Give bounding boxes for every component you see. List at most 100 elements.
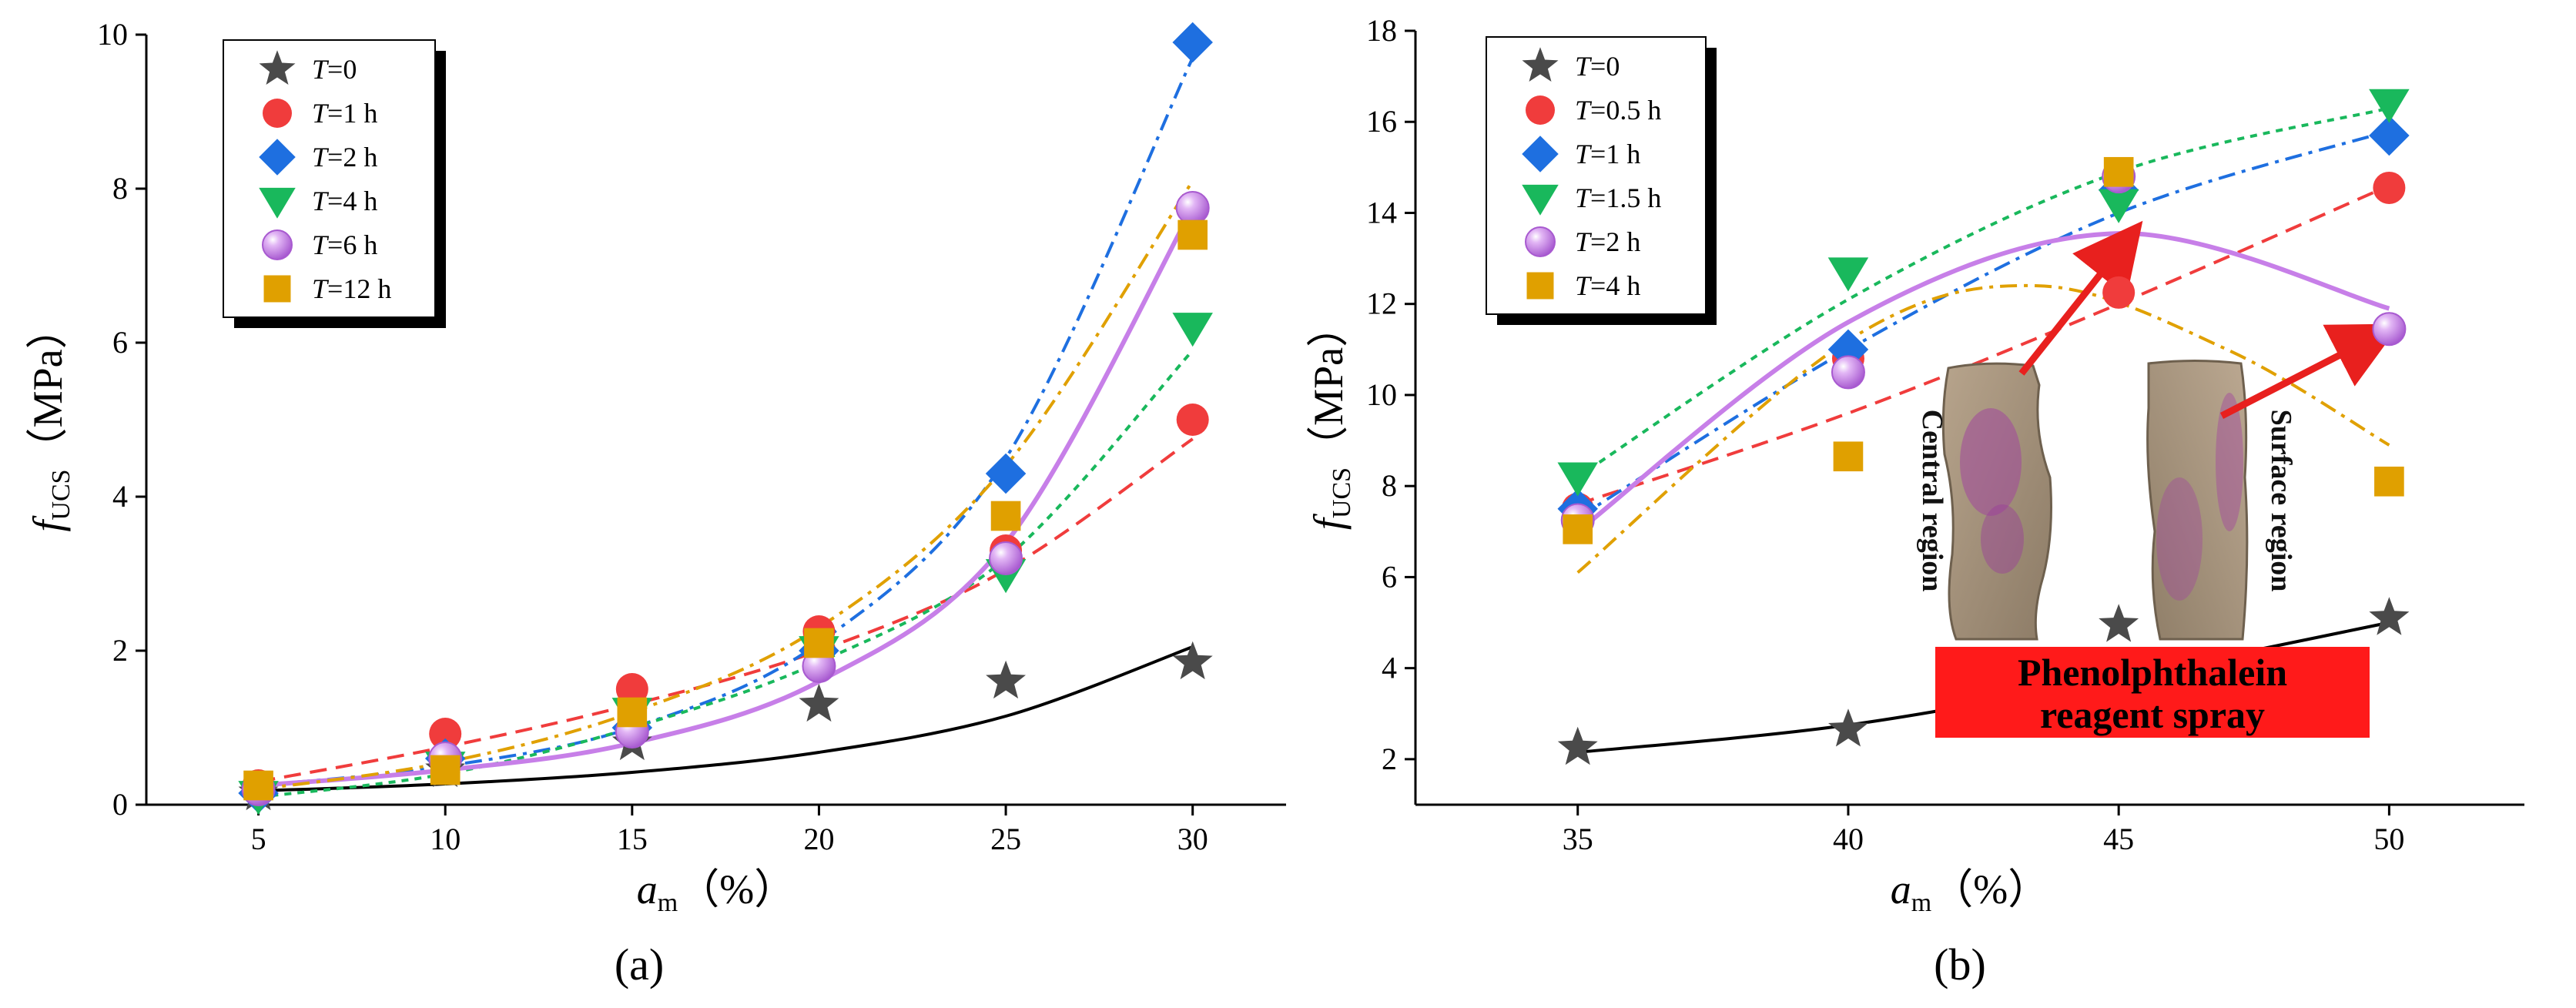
panel-b-legend: T=0 T=0.5 h T=1 h T=1.5 h T=2 h T=4 h xyxy=(1486,36,1717,325)
x-tick-label: 10 xyxy=(430,822,461,856)
data-point-series-2 xyxy=(2373,171,2406,204)
y-tick-label: 2 xyxy=(1382,742,1397,776)
fit-curve-series-1 xyxy=(258,645,1194,792)
data-point-series-3 xyxy=(1172,22,1213,63)
data-point-series-1 xyxy=(799,683,839,722)
x-tick-label: 50 xyxy=(2373,822,2404,856)
data-point-series-6 xyxy=(804,628,834,658)
y-tick-label: 2 xyxy=(112,633,128,668)
legend-marker-series-2 xyxy=(263,99,292,128)
data-point-series-5 xyxy=(1831,355,1865,390)
y-tick-label: 16 xyxy=(1366,104,1397,139)
x-tick-label: 40 xyxy=(1833,822,1864,856)
x-axis-label: am（%） xyxy=(1891,866,2049,917)
data-point-series-6 xyxy=(1177,219,1208,250)
legend-label-series-6: T=12 h xyxy=(312,273,391,304)
legend-marker-series-3 xyxy=(259,139,296,176)
arrow-surface-to-point xyxy=(2219,323,2401,420)
data-point-series-6 xyxy=(2374,466,2404,497)
panel-a-data-points xyxy=(238,22,1213,815)
legend-marker-series-4 xyxy=(259,187,296,219)
central-region-label: Central region xyxy=(1916,410,1948,592)
x-tick-label: 45 xyxy=(2103,822,2134,856)
surface-region-specimen xyxy=(2146,360,2249,641)
legend-marker-series-1 xyxy=(259,50,296,85)
data-point-series-6 xyxy=(1563,514,1593,544)
data-point-series-1 xyxy=(2369,597,2410,635)
data-point-series-1 xyxy=(2099,604,2139,642)
banner-line-2: reagent spray xyxy=(2040,693,2265,736)
panel-b-axes: 35 40 45 50 2 4 6 8 10 12 14 16 18 am（%） fUCS（MPa） xyxy=(1305,13,2524,917)
fit-curve-series-3 xyxy=(1576,129,2390,520)
data-point-series-4 xyxy=(2098,189,2139,223)
panel-b-data-points xyxy=(1557,89,2410,765)
legend-label-series-2: T=1 h xyxy=(312,98,377,129)
legend-marker-series-5 xyxy=(262,229,293,260)
legend-label-series-5: T=6 h xyxy=(312,229,377,260)
panel-a-legend: T=0 T=1 h T=2 h T=4 h T=6 h T=12 h xyxy=(223,39,446,328)
legend-marker-series-6 xyxy=(263,275,291,303)
data-point-series-2 xyxy=(429,718,462,750)
legend-label-series-2: T=0.5 h xyxy=(1575,95,1661,126)
data-point-series-5 xyxy=(989,541,1023,575)
x-tick-label: 15 xyxy=(617,822,648,856)
arrow-central-to-peak xyxy=(2018,220,2143,376)
y-tick-label: 6 xyxy=(112,325,128,360)
y-tick-label: 8 xyxy=(112,171,128,206)
legend-label-series-3: T=2 h xyxy=(312,142,377,172)
data-point-series-3 xyxy=(2369,115,2410,156)
data-point-series-6 xyxy=(2103,156,2134,187)
y-tick-label: 14 xyxy=(1366,195,1397,229)
legend-label-series-4: T=1.5 h xyxy=(1575,183,1661,213)
y-tick-label: 4 xyxy=(112,479,128,514)
data-point-series-1 xyxy=(986,660,1026,699)
x-tick-label: 35 xyxy=(1563,822,1593,856)
y-tick-label: 6 xyxy=(1382,559,1397,594)
central-stain xyxy=(1960,408,2022,516)
panel-b-fit-curves xyxy=(1576,106,2390,754)
legend-label-series-3: T=1 h xyxy=(1575,139,1640,169)
fit-curve-series-2 xyxy=(1577,184,2390,506)
data-point-series-6 xyxy=(990,501,1021,531)
legend-marker-series-2 xyxy=(1526,95,1555,125)
central-stain xyxy=(1981,504,2024,574)
banner-line-1: Phenolphthalein xyxy=(2018,651,2287,694)
legend-label-series-1: T=0 xyxy=(1575,51,1620,82)
legend-marker-series-6 xyxy=(1526,272,1554,300)
data-point-series-1 xyxy=(1828,708,1868,747)
fit-curve-series-5 xyxy=(1576,231,2390,534)
surface-stain xyxy=(2216,393,2243,531)
fit-curve-series-6 xyxy=(1576,283,2390,574)
y-tick-label: 18 xyxy=(1366,13,1397,48)
y-tick-label: 0 xyxy=(112,787,128,822)
data-point-series-2 xyxy=(2102,276,2136,309)
y-axis-label: fUCS（MPa） xyxy=(25,307,75,531)
panel-a-axes: 5 10 15 20 25 30 0 2 4 6 8 10 am（%） fUCS（MPa） xyxy=(25,17,1286,917)
surface-region-label: Surface region xyxy=(2265,410,2297,592)
legend-box xyxy=(1486,36,1707,315)
data-point-series-6 xyxy=(1833,441,1864,472)
data-point-series-5 xyxy=(2372,312,2407,347)
y-tick-label: 4 xyxy=(1382,651,1397,685)
legend-label-series-6: T=4 h xyxy=(1575,270,1640,301)
data-point-series-6 xyxy=(617,697,648,728)
reagent-banner xyxy=(1935,647,2370,738)
data-point-series-1 xyxy=(1172,641,1213,680)
fit-curve-series-2 xyxy=(258,437,1194,783)
chart-panel-a: 5 10 15 20 25 30 0 2 4 6 8 10 am（%） fUCS（MPa） T=0 T=1 … xyxy=(25,17,1286,990)
legend-label-series-4: T=4 h xyxy=(312,186,377,216)
legend-marker-series-3 xyxy=(1522,136,1559,172)
data-point-series-4 xyxy=(1172,313,1213,347)
data-point-series-1 xyxy=(1557,726,1598,765)
data-point-series-4 xyxy=(1827,257,1869,292)
data-point-series-3 xyxy=(985,453,1027,494)
chart-panel-b: 35 40 45 50 2 4 6 8 10 12 14 16 18 am（%） fUCS（MPa） Cen… xyxy=(1305,13,2524,990)
data-point-series-6 xyxy=(430,755,461,785)
panel-a-label: (a) xyxy=(615,939,664,990)
legend-box xyxy=(223,39,436,318)
data-point-series-4 xyxy=(1557,462,1598,497)
panel-b-label: (b) xyxy=(1934,939,1986,990)
y-tick-label: 8 xyxy=(1382,468,1397,503)
data-point-series-2 xyxy=(615,673,648,705)
